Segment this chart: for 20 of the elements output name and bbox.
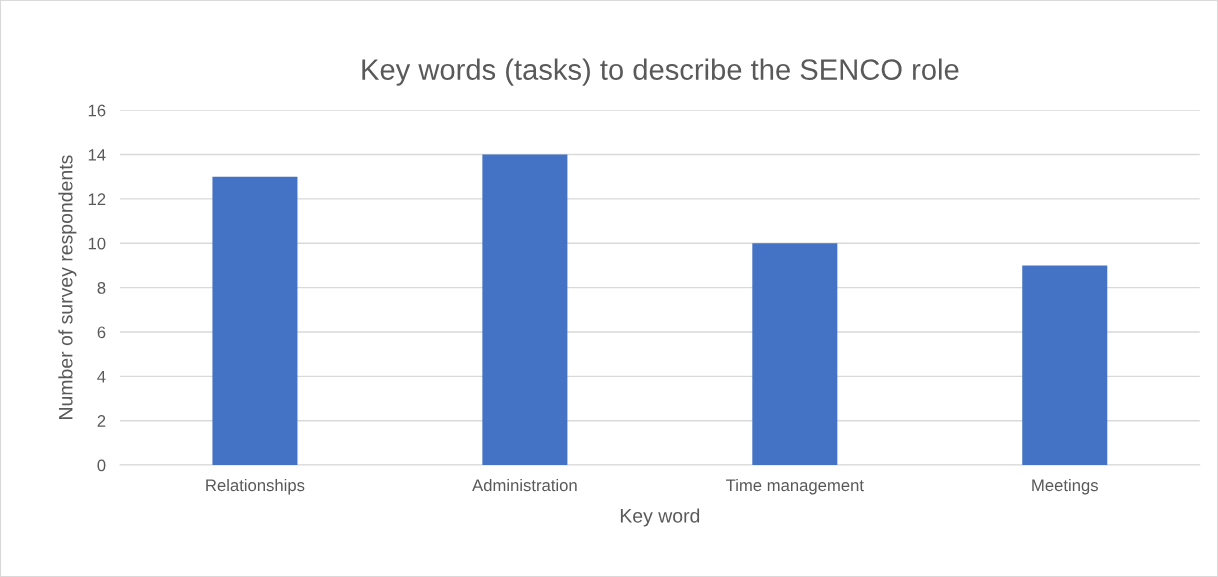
- bar: [752, 243, 838, 466]
- x-tick-label: Administration: [472, 478, 577, 492]
- y-tick-label: 4: [97, 370, 106, 383]
- y-tick-label: 0: [97, 459, 106, 472]
- x-tick-label: Relationships: [206, 478, 305, 495]
- y-tick-label: 12: [88, 193, 106, 205]
- y-tick-label: 16: [88, 104, 106, 117]
- chart-title: Key words (tasks) to describe the SENCO role: [362, 58, 959, 86]
- bar: [212, 176, 298, 466]
- y-axis-title: Number of survey respondents: [58, 155, 77, 419]
- y-tick-label: 2: [97, 415, 106, 427]
- y-tick-label: 8: [97, 282, 106, 294]
- bar: [1022, 265, 1108, 466]
- x-tick-label: Meetings: [1032, 478, 1098, 495]
- y-tick-label: 14: [88, 149, 106, 161]
- bar: [482, 154, 568, 466]
- x-tick-label: Time management: [726, 478, 864, 495]
- y-tick-label: 6: [97, 326, 106, 339]
- y-tick-label: 10: [88, 237, 106, 250]
- x-axis-title: Key word: [620, 508, 700, 527]
